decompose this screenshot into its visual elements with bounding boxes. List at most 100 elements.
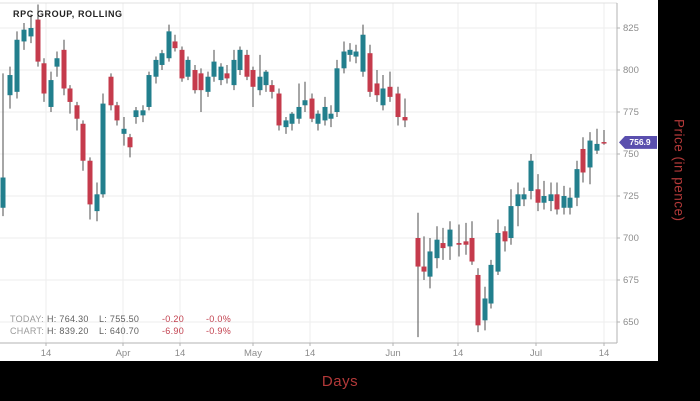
today-high: H: 764.30 bbox=[47, 314, 89, 324]
candle-down bbox=[127, 137, 133, 148]
candle-up bbox=[508, 206, 514, 238]
candle-up bbox=[21, 29, 27, 42]
candle-up bbox=[587, 140, 593, 168]
candle-up bbox=[218, 66, 224, 81]
candle-up bbox=[0, 177, 6, 208]
candle-up bbox=[289, 113, 295, 124]
chart-change: -6.90 bbox=[161, 326, 184, 336]
candle-up bbox=[54, 58, 60, 67]
candle-down bbox=[35, 19, 41, 62]
candle-down bbox=[224, 73, 230, 79]
candle-down bbox=[601, 142, 607, 144]
candle-down bbox=[367, 53, 373, 92]
candle-up bbox=[495, 232, 501, 272]
x-axis-title: Days bbox=[321, 372, 359, 390]
candle-up bbox=[341, 51, 347, 69]
candle-down bbox=[108, 76, 114, 106]
candle-down bbox=[80, 123, 86, 161]
candle-up bbox=[166, 31, 172, 59]
candle-up bbox=[322, 106, 328, 121]
candle-down bbox=[198, 73, 204, 91]
candle-up bbox=[211, 61, 217, 77]
candle-up bbox=[541, 196, 547, 203]
candle-up bbox=[237, 49, 243, 70]
candle-down bbox=[276, 93, 282, 126]
candle-down bbox=[244, 54, 250, 77]
x-tick-label: Apr bbox=[116, 348, 131, 359]
candle-up bbox=[100, 103, 106, 195]
y-tick-label: 675 bbox=[623, 275, 639, 286]
candle-down bbox=[87, 160, 93, 205]
candle-up bbox=[133, 110, 139, 118]
candle-up bbox=[521, 194, 527, 200]
candle-up bbox=[121, 128, 127, 134]
candle-up bbox=[434, 239, 440, 259]
x-tick-label: 14 bbox=[599, 348, 610, 359]
candle-up bbox=[561, 196, 567, 208]
candle-down bbox=[179, 49, 185, 79]
candle-down bbox=[309, 98, 315, 119]
candle-up bbox=[347, 49, 353, 55]
candle-up bbox=[159, 53, 165, 65]
candle-down bbox=[475, 274, 481, 326]
y-tick-label: 800 bbox=[623, 65, 639, 76]
candle-down bbox=[387, 86, 393, 97]
candle-down bbox=[250, 70, 256, 87]
right-axis-band: Price (in pence) bbox=[658, 0, 700, 401]
candle-up bbox=[48, 80, 54, 107]
candle-up bbox=[296, 106, 302, 119]
candle-down bbox=[192, 70, 198, 91]
candle-up bbox=[594, 143, 600, 151]
y-tick-label: 725 bbox=[623, 191, 639, 202]
candle-up bbox=[14, 39, 20, 92]
candle-up bbox=[315, 113, 321, 124]
candle-down bbox=[554, 194, 560, 210]
candle-down bbox=[502, 231, 508, 242]
candle-up bbox=[360, 34, 366, 72]
y-tick-label: 825 bbox=[623, 23, 639, 34]
candle-up bbox=[574, 169, 580, 198]
candle-up bbox=[482, 298, 488, 321]
candle-up bbox=[427, 251, 433, 277]
candle-up bbox=[328, 113, 334, 119]
candle-up bbox=[94, 194, 100, 212]
candle-up bbox=[380, 88, 386, 106]
candle-down bbox=[61, 49, 67, 89]
candle-up bbox=[153, 59, 159, 77]
candle-up bbox=[515, 194, 521, 207]
chart-high: H: 839.20 bbox=[47, 326, 89, 336]
x-tick-label: Jul bbox=[530, 348, 542, 359]
candle-down bbox=[469, 238, 475, 262]
chart-low: L: 640.70 bbox=[99, 326, 140, 336]
y-tick-label: 775 bbox=[623, 107, 639, 118]
x-tick-label: May bbox=[244, 348, 262, 359]
today-label: TODAY: bbox=[10, 314, 44, 324]
candle-down bbox=[421, 266, 427, 272]
candle-up bbox=[353, 51, 359, 57]
candle-down bbox=[440, 243, 446, 249]
candle-down bbox=[463, 241, 469, 245]
candle-up bbox=[263, 71, 269, 86]
x-tick-label: 14 bbox=[305, 348, 316, 359]
bottom-axis-band: Days bbox=[0, 361, 700, 401]
candle-down bbox=[415, 238, 421, 267]
candle-down bbox=[395, 93, 401, 118]
candle-up bbox=[447, 229, 453, 247]
candle-down bbox=[172, 41, 178, 49]
candle-down bbox=[402, 117, 408, 121]
candle-up bbox=[185, 59, 191, 77]
candle-down bbox=[535, 189, 541, 203]
y-tick-label: 700 bbox=[623, 233, 639, 244]
y-tick-label: 750 bbox=[623, 149, 639, 160]
candle-up bbox=[548, 194, 554, 202]
today-change: -0.20 bbox=[161, 314, 184, 324]
candle-up bbox=[567, 197, 573, 208]
candle-up bbox=[302, 100, 308, 106]
candle-down bbox=[67, 88, 73, 102]
candle-down bbox=[374, 83, 380, 96]
candle-up bbox=[140, 110, 146, 116]
chart-panel: 825 800 775 750 725 700 675 650 14 Apr 14 May 14 Jun 1… bbox=[0, 0, 658, 361]
candle-up bbox=[205, 76, 211, 92]
y-tick-label: 650 bbox=[623, 317, 639, 328]
